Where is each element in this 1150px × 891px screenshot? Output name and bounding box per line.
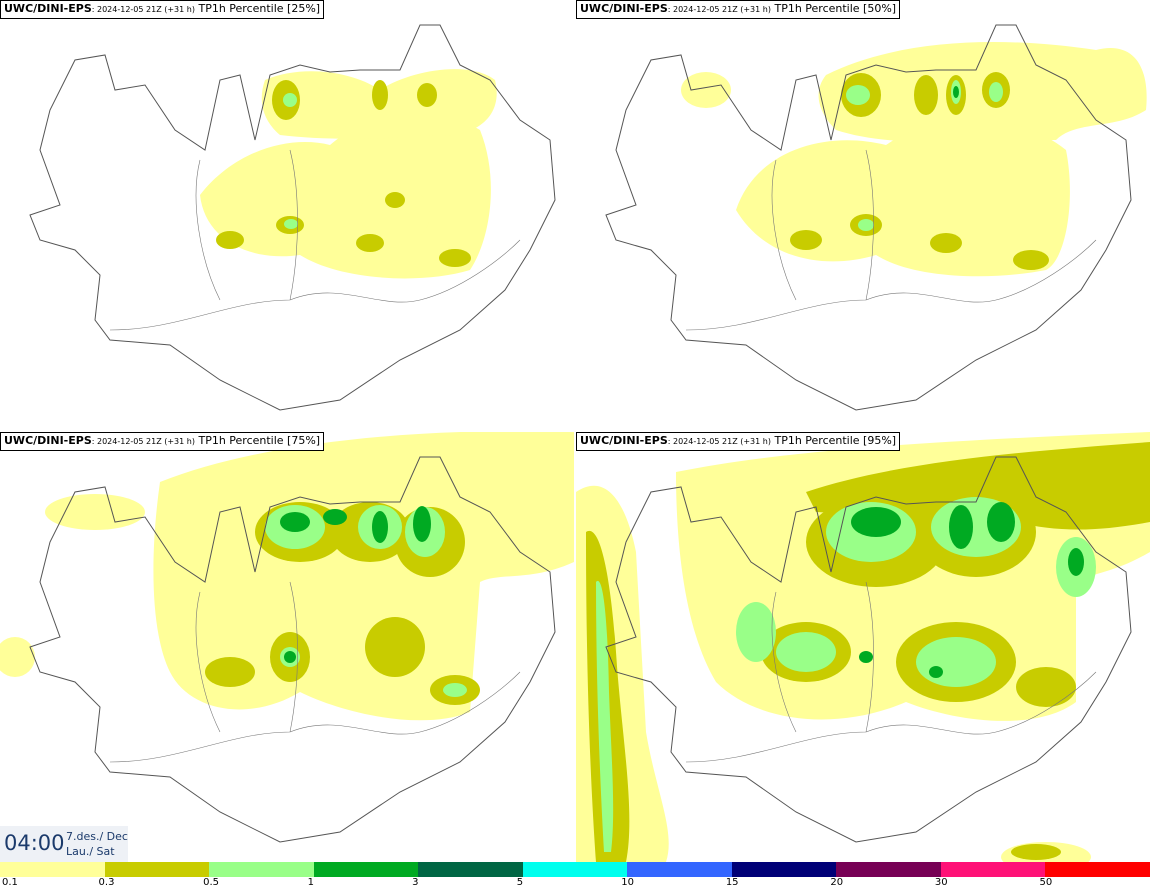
iceland-coastline [29,456,556,843]
precip-shading [681,42,1147,277]
valid-time-box: 04:00 7.des./ Dec Lau./ Sat [0,826,128,862]
colorbar-segment [836,862,942,877]
valid-hour: 04:00 [4,831,65,855]
colorbar-label: 50 [1039,877,1053,888]
precip-map-p25 [29,24,556,411]
colorbar-label: 0.1 [2,877,18,888]
colorbar-segment [522,862,629,877]
precip-colorbar [0,862,1150,877]
colorbar-label: 30 [934,877,948,888]
colorbar-label: 1 [307,877,314,888]
colorbar-segment [104,862,211,877]
map-panel-p50: UWC/DINI-EPS: 2024-12-05 21Z (+31 h) TP1… [576,0,1150,430]
panel-title: UWC/DINI-EPS: 2024-12-05 21Z (+31 h) TP1… [0,0,325,19]
colorbar-label: 5 [516,877,524,888]
colorbar-label: 20 [830,877,844,888]
colorbar-label: 10 [621,877,634,888]
panel-title: UWC/DINI-EPS: 2024-12-05 21Z (+31 h) TP1… [0,432,325,451]
precip-map-p95 [576,432,1150,862]
road-network [109,149,521,331]
panel-title: UWC/DINI-EPS: 2024-12-05 21Z (+31 h) TP1… [576,0,901,19]
precip-map-p50 [605,24,1147,411]
precip-map-p75 [0,432,574,843]
precip-shading [200,69,497,279]
colorbar-segment [731,862,838,877]
colorbar-segment [209,862,315,877]
iceland-coastline [605,24,1132,411]
colorbar-segment [0,862,106,877]
precip-shading [0,432,574,721]
road-network [685,581,1097,763]
valid-date: 7.des./ Dec [66,830,128,843]
colorbar-segment [627,862,733,877]
colorbar-segment [940,862,1047,877]
road-network [685,149,1097,331]
colorbar-label: 0.5 [203,877,219,888]
precip-shading [576,432,1150,862]
colorbar-segment [418,862,524,877]
map-panel-p25: UWC/DINI-EPS: 2024-12-05 21Z (+31 h) TP1… [0,0,574,430]
colorbar-label: 15 [725,877,739,888]
valid-weekday: Lau./ Sat [66,845,115,858]
colorbar-label: 3 [412,877,419,888]
iceland-coastline [29,24,556,411]
panel-title: UWC/DINI-EPS: 2024-12-05 21Z (+31 h) TP1… [576,432,901,451]
colorbar-segment [313,862,420,877]
map-panel-p75: UWC/DINI-EPS: 2024-12-05 21Z (+31 h) TP1… [0,432,574,862]
colorbar-labels: 0.1 0.3 0.5 1 3 5 10 15 20 30 50 [0,877,1150,891]
iceland-coastline [605,456,1132,843]
colorbar-label: 0.3 [98,877,115,888]
map-panel-p95: UWC/DINI-EPS: 2024-12-05 21Z (+31 h) TP1… [576,432,1150,862]
road-network [109,581,521,763]
colorbar-segment [1045,862,1150,877]
